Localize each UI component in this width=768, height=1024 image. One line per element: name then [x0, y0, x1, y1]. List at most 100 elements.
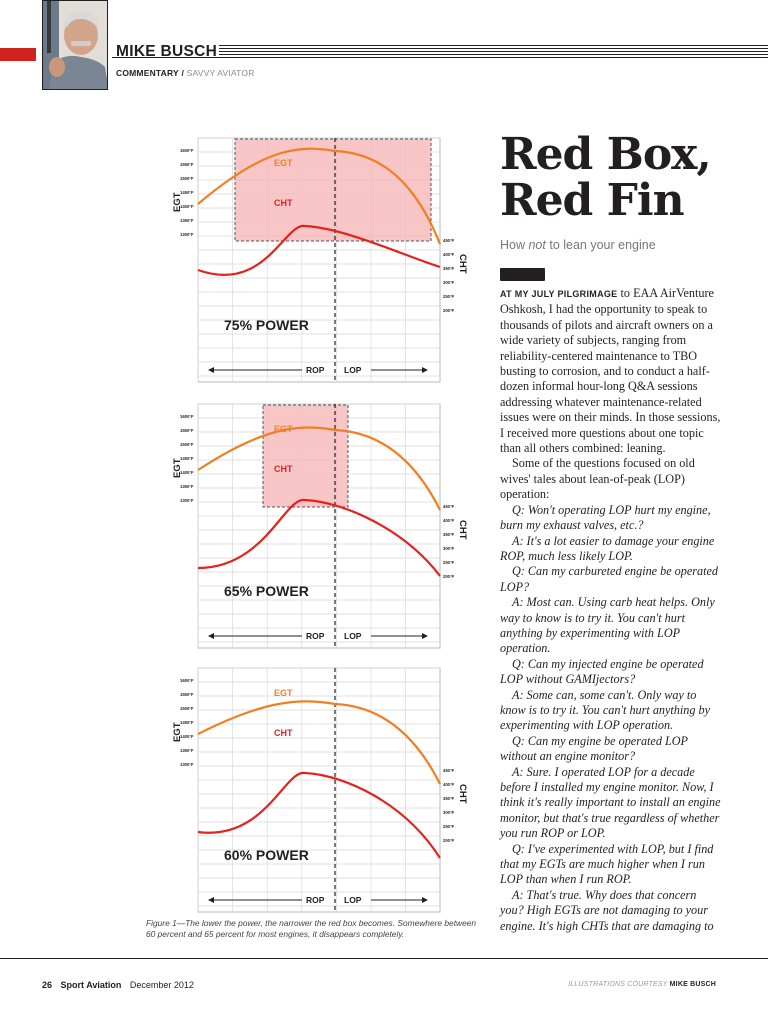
- cht-series-label: CHT: [274, 464, 293, 474]
- egt-tick-label: 1550°F: [180, 428, 194, 433]
- qa-line: Q: Won't operating LOP hurt my engine, b…: [500, 502, 711, 533]
- qa-line: A: Sure. I operated LOP for a decade bef…: [500, 764, 721, 841]
- egt-series-label: EGT: [274, 424, 293, 434]
- cht-series-label: CHT: [274, 728, 293, 738]
- qa-line: A: Most can. Using carb heat helps. Only…: [500, 595, 715, 656]
- lop-arrowhead: [422, 897, 428, 903]
- qa-line: A: That's true. Why does that concern yo…: [500, 887, 714, 933]
- cht-curve: [197, 498, 441, 577]
- cht-tick-label: 300°F: [443, 546, 455, 551]
- cht-tick-label: 400°F: [443, 518, 455, 523]
- cht-tick-label: 450°F: [443, 504, 455, 509]
- cht-series-label: CHT: [274, 198, 293, 208]
- egt-tick-label: 1450°F: [180, 456, 194, 461]
- egt-tick-label: 1350°F: [180, 748, 194, 753]
- qa-line: Q: Can my engine be operated LOP without…: [500, 733, 688, 764]
- qa-line: Q: I've experimented with LOP, but I fin…: [500, 841, 714, 887]
- cht-tick-label: 250°F: [443, 294, 455, 299]
- author-name: MIKE BUSCH: [116, 43, 218, 60]
- author-photo: [42, 0, 108, 90]
- deck-bar: [500, 268, 545, 281]
- lop-label: LOP: [344, 631, 362, 641]
- lead-runin: AT MY JULY PILGRIMAGE: [500, 289, 618, 299]
- cht-tick-label: 350°F: [443, 266, 455, 271]
- cht-tick-label: 300°F: [443, 810, 455, 815]
- egt-curve: [197, 426, 441, 511]
- rop-arrowhead: [208, 367, 214, 373]
- author-rule-lines: [219, 45, 768, 57]
- cht-tick-label: 200°F: [443, 838, 455, 843]
- egt-tick-label: 1550°F: [180, 692, 194, 697]
- qa-line: A: It's a lot easier to damage your engi…: [500, 533, 715, 563]
- egt-tick-label: 1300°F: [180, 762, 194, 767]
- egt-tick-label: 1400°F: [180, 204, 194, 209]
- title-line-1: Red Box,: [500, 129, 712, 180]
- deck-start: How: [500, 238, 529, 252]
- cht-tick-label: 250°F: [443, 560, 455, 565]
- chart-title: 65% POWER: [224, 583, 309, 599]
- y-axis-title: EGT: [172, 722, 183, 742]
- paragraph-1-text: to EAA AirVenture Oshkosh, I had the opp…: [500, 286, 721, 456]
- footer-rule: [0, 958, 768, 959]
- egt-tick-label: 1450°F: [180, 190, 194, 195]
- page-number: 26: [42, 980, 53, 990]
- red-box: [262, 404, 349, 508]
- magazine-name: Sport Aviation: [60, 980, 122, 990]
- rop-label: ROP: [306, 365, 325, 375]
- y2-axis-title: CHT: [457, 254, 468, 274]
- chart-60-power: EGT CHT 1600°F 1550°F 1500°F 1450°F 1400°F 1350…: [168, 662, 468, 917]
- chart-svg-0: EGT CHT 1600°F 1550°F 1500°F 1450°F 1400°F 1350…: [172, 137, 468, 383]
- paragraph-2: Some of the questions focused on old wiv…: [500, 456, 695, 502]
- credit-name: MIKE BUSCH: [669, 981, 716, 988]
- qa-line: Q: Can my injected engine be operated LO…: [500, 656, 704, 687]
- section-kicker: COMMENTARY / SAVVY AVIATOR: [116, 68, 255, 78]
- rop-arrowhead: [208, 633, 214, 639]
- rop-arrowhead: [208, 897, 214, 903]
- lop-label: LOP: [344, 895, 362, 905]
- cht-tick-label: 400°F: [443, 782, 455, 787]
- chart-title: 75% POWER: [224, 317, 309, 333]
- egt-tick-label: 1500°F: [180, 176, 194, 181]
- lop-arrowhead: [422, 367, 428, 373]
- figure-caption: Figure 1—The lower the power, the narrow…: [146, 918, 477, 939]
- rop-label: ROP: [306, 631, 325, 641]
- egt-tick-label: 1400°F: [180, 734, 194, 739]
- title-line-2: Red Fin: [500, 175, 685, 226]
- cht-tick-label: 450°F: [443, 768, 455, 773]
- egt-tick-label: 1350°F: [180, 484, 194, 489]
- cht-tick-label: 300°F: [443, 280, 455, 285]
- cht-tick-label: 250°F: [443, 824, 455, 829]
- cht-tick-label: 350°F: [443, 532, 455, 537]
- section-label: COMMENTARY: [116, 68, 179, 78]
- section-separator: /: [181, 68, 185, 78]
- section-color-tab: [0, 48, 36, 61]
- chart-65-power: EGT CHT 1600°F 1550°F 1500°F 1450°F 1400°F 1350…: [168, 398, 468, 653]
- lop-arrowhead: [422, 633, 428, 639]
- cht-tick-label: 350°F: [443, 796, 455, 801]
- cht-tick-label: 200°F: [443, 574, 455, 579]
- egt-tick-label: 1300°F: [180, 232, 194, 237]
- deck-end: to lean your engine: [545, 238, 656, 252]
- egt-tick-label: 1600°F: [180, 678, 194, 683]
- egt-tick-label: 1400°F: [180, 470, 194, 475]
- egt-curve: [197, 700, 441, 785]
- header-rule: [112, 57, 768, 58]
- article-title: Red Box, Red Fin: [500, 129, 712, 226]
- chart-svg-2: EGT CHT 1600°F 1550°F 1500°F 1450°F 1400°F 1350…: [172, 667, 468, 913]
- cht-curve: [197, 224, 441, 276]
- cht-tick-label: 200°F: [443, 308, 455, 313]
- egt-tick-label: 1550°F: [180, 162, 194, 167]
- lop-label: LOP: [344, 365, 362, 375]
- egt-tick-label: 1350°F: [180, 218, 194, 223]
- cht-tick-label: 450°F: [443, 238, 455, 243]
- egt-tick-label: 1600°F: [180, 148, 194, 153]
- illustration-credit: ILLUSTRATIONS COURTESY MIKE BUSCH: [568, 981, 716, 988]
- chart-title: 60% POWER: [224, 847, 309, 863]
- chart-svg-1: EGT CHT 1600°F 1550°F 1500°F 1450°F 1400°F 1350…: [172, 403, 468, 649]
- egt-tick-label: 1500°F: [180, 442, 194, 447]
- rop-label: ROP: [306, 895, 325, 905]
- egt-tick-label: 1300°F: [180, 498, 194, 503]
- issue-date: December 2012: [129, 980, 194, 990]
- y2-axis-title: CHT: [457, 784, 468, 804]
- article-deck: How not to lean your engine: [500, 238, 656, 252]
